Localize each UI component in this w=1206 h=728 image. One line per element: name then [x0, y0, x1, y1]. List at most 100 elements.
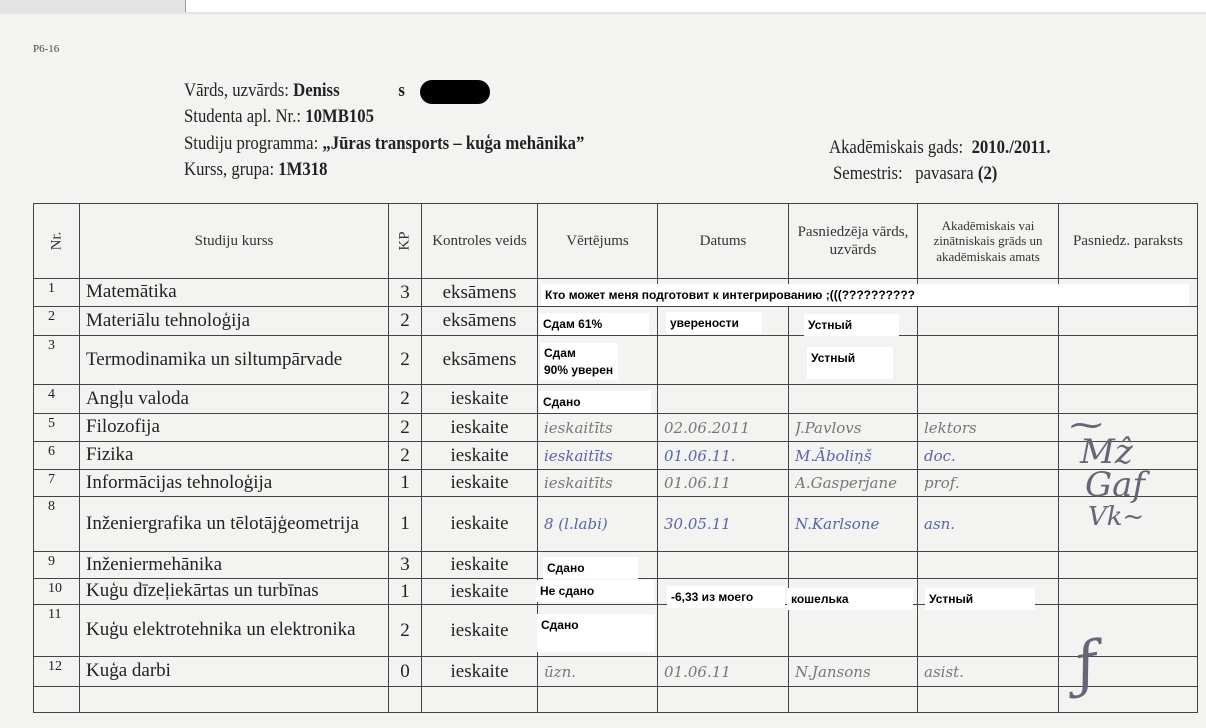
teacher-name-cell: [788, 551, 918, 579]
row-number: 10: [33, 578, 80, 605]
course-name: Termodinamika un siltumpārvade: [79, 335, 389, 385]
empty-cell: [388, 686, 422, 713]
course-name: Materiālu tehnoloģija: [79, 306, 389, 336]
credit-points: 1: [388, 469, 422, 497]
date-cell: [657, 551, 789, 579]
control-type: ieskaite: [421, 469, 538, 497]
academic-title-cell: [917, 604, 1059, 657]
credit-points: 2: [388, 306, 422, 336]
course-name: Kuģu dīzeļiekārtas un turbīnas: [79, 578, 389, 605]
control-type: ieskaite: [421, 384, 538, 414]
control-type: ieskaite: [421, 441, 538, 470]
date: 01.06.11: [664, 474, 731, 492]
note-line: Сдам: [544, 346, 576, 360]
date: 01.06.11: [664, 662, 731, 681]
teacher-name: N.Jansons: [795, 662, 871, 681]
date: 01.06.11.: [664, 446, 736, 465]
student-name: Vārds, uzvārds: Deniss s: [184, 80, 405, 101]
academic-title-cell: prof.: [917, 469, 1059, 497]
student-id: Studenta apl. Nr.: 10MB105: [184, 106, 374, 127]
signature-cell: [1058, 656, 1198, 687]
row-number: 3: [33, 335, 80, 385]
date-cell: [657, 384, 789, 414]
teacher-name-cell: J.Pavlovs: [788, 413, 918, 442]
grade-cell: ieskaitīts: [537, 413, 658, 442]
course-name: Inženiermehānika: [79, 551, 389, 579]
row-number: 7: [33, 469, 80, 497]
table-row: 4 Angļu valoda 2 ieskaite: [33, 384, 1198, 414]
control-type: ieskaite: [421, 578, 538, 605]
empty-cell: [537, 686, 658, 713]
signature-row7: Gaf: [1085, 465, 1146, 505]
study-program: Studiju programma: „Jūras transports – k…: [184, 133, 585, 154]
signature-row5: ~: [1066, 405, 1107, 445]
signature-cell: [1058, 306, 1198, 336]
col-nr: Nr.: [33, 203, 80, 279]
academic-title-cell: [917, 384, 1059, 414]
control-type: eksāmens: [421, 306, 538, 336]
date: 30.05.11: [664, 515, 731, 533]
note-row10-title: Устный: [925, 588, 1035, 610]
teacher-name: J.Pavlovs: [795, 418, 862, 437]
grade: ieskaitīts: [544, 474, 613, 492]
grade: ūzn.: [544, 662, 576, 681]
signature-cell: [1058, 604, 1198, 657]
empty-cell: [788, 686, 918, 713]
date-cell: 01.06.11.: [657, 441, 789, 470]
table-row: 12 Kuģa darbi 0 ieskaite ūzn. 01.06.11 N.Janso…: [33, 656, 1198, 687]
note-row10-teacher: кошелька: [787, 588, 913, 610]
row-number: 12: [33, 656, 80, 687]
note-row2-grade: Сдам 61%: [539, 313, 649, 335]
note-row3-grade: Сдам 90% уверен: [540, 343, 618, 380]
teacher-name-cell: M.Āboliņš: [788, 441, 918, 470]
credit-points: 1: [388, 496, 422, 552]
academic-title-cell: lektors: [917, 413, 1059, 442]
teacher-name-cell: N.Karlsone: [788, 496, 918, 552]
grade: ieskaitīts: [544, 418, 613, 437]
empty-cell: [917, 686, 1059, 713]
signature-row6: Mẑ: [1080, 432, 1133, 472]
scan-top-bar: [185, 0, 1206, 12]
academic-title: asn.: [924, 515, 956, 533]
date-cell: 30.05.11: [657, 496, 789, 552]
signature-row8: Vk~: [1088, 502, 1145, 532]
credit-points: 2: [388, 413, 422, 442]
grade-cell: ieskaitīts: [537, 469, 658, 497]
control-type: eksāmens: [421, 335, 538, 385]
note-row11-grade: Сдано: [537, 614, 655, 652]
table-row: 5 Filozofija 2 ieskaite ieskaitīts 02.06.2011…: [33, 413, 1198, 442]
course-name: Filozofija: [79, 413, 389, 442]
academic-title: asist.: [924, 662, 964, 681]
teacher-name-cell: N.Jansons: [788, 656, 918, 687]
course-name: Angļu valoda: [79, 384, 389, 414]
academic-title-cell: doc.: [917, 441, 1059, 470]
col-grade: Vērtējums: [537, 203, 658, 279]
col-course: Studiju kurss: [79, 203, 389, 279]
empty-cell: [33, 686, 80, 713]
col-title: Akadēmiskais vai zinātniskais grāds un a…: [917, 203, 1059, 279]
signature-cell: [1058, 578, 1198, 605]
grade-cell: 8 (l.labi): [537, 496, 658, 552]
signature-cell: [1058, 335, 1198, 385]
note-row2-date: уверености: [666, 312, 762, 334]
date: 02.06.2011: [664, 418, 750, 437]
control-type: ieskaite: [421, 496, 538, 552]
date-cell: 02.06.2011: [657, 413, 789, 442]
teacher-name-cell: [788, 604, 918, 657]
credit-points: 2: [388, 335, 422, 385]
credit-points: 3: [388, 551, 422, 579]
table-header: Nr. Studiju kurss KP Kontroles veids Vēr…: [33, 203, 1198, 279]
signature-cell: [1058, 441, 1198, 470]
grade: 8 (l.labi): [544, 515, 608, 533]
academic-year: Akadēmiskais gads: 2010./2011.: [829, 137, 1051, 158]
course-name: Kuģa darbi: [79, 656, 389, 687]
row-number: 9: [33, 551, 80, 579]
credit-points: 1: [388, 578, 422, 605]
empty-cell: [1058, 686, 1198, 713]
date-cell: [657, 604, 789, 657]
teacher-name: N.Karlsone: [795, 515, 880, 533]
row-number: 6: [33, 441, 80, 470]
signature-cell: [1058, 496, 1198, 552]
col-date: Datums: [657, 203, 789, 279]
control-type: ieskaite: [421, 656, 538, 687]
